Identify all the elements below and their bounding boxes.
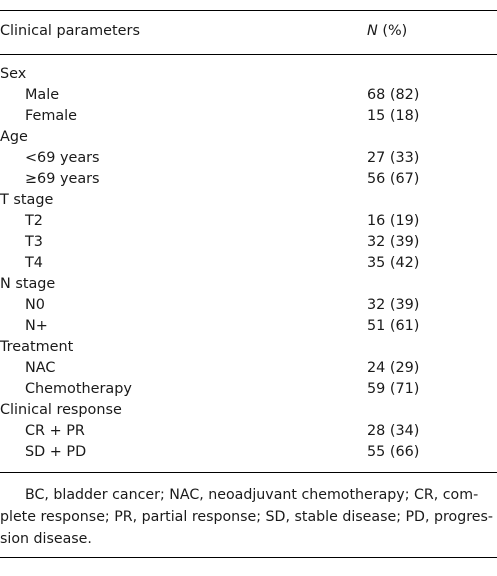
row-value: 28 (34): [367, 423, 420, 439]
group-label: Sex: [0, 66, 27, 82]
table-row: N0 32 (39): [0, 295, 497, 315]
group-row-n-stage: N stage: [0, 274, 497, 294]
group-label: Age: [0, 129, 28, 145]
table-row: T3 32 (39): [0, 232, 497, 252]
row-value: 51 (61): [367, 318, 420, 334]
row-label: ≥69 years: [25, 171, 100, 187]
table-header-row: Clinical parameters N (%): [0, 23, 497, 43]
table-row: SD + PD 55 (66): [0, 442, 497, 462]
table-row: T4 35 (42): [0, 253, 497, 273]
group-label: Clinical response: [0, 402, 122, 418]
header-clinical-parameters: Clinical parameters: [0, 23, 140, 39]
table-row: CR + PR 28 (34): [0, 421, 497, 441]
footnote-line: plete response; PR, partial response; SD…: [0, 509, 493, 525]
group-label: N stage: [0, 276, 56, 292]
footnote-line: BC, bladder cancer; NAC, neoadjuvant che…: [25, 487, 479, 503]
row-label: NAC: [25, 360, 56, 376]
group-row-clinical-response: Clinical response: [0, 400, 497, 420]
row-label: Chemotherapy: [25, 381, 132, 397]
table-row: Chemotherapy 59 (71): [0, 379, 497, 399]
row-value: 35 (42): [367, 255, 420, 271]
row-value: 56 (67): [367, 171, 420, 187]
footnote-line: sion disease.: [0, 531, 92, 547]
row-value: 15 (18): [367, 108, 420, 124]
row-value: 16 (19): [367, 213, 420, 229]
table-bottom-rule: [0, 472, 497, 473]
table-top-rule: [0, 10, 497, 11]
table-row: N+ 51 (61): [0, 316, 497, 336]
table-row: NAC 24 (29): [0, 358, 497, 378]
row-label: CR + PR: [25, 423, 85, 439]
row-label: Male: [25, 87, 60, 103]
row-label: SD + PD: [25, 444, 87, 460]
row-label: T2: [25, 213, 43, 229]
group-row-age: Age: [0, 127, 497, 147]
group-row-t-stage: T stage: [0, 190, 497, 210]
row-value: 24 (29): [367, 360, 420, 376]
group-label: T stage: [0, 192, 54, 208]
row-label: T4: [25, 255, 43, 271]
row-label: N+: [25, 318, 48, 334]
table-row: ≥69 years 56 (67): [0, 169, 497, 189]
row-value: 68 (82): [367, 87, 420, 103]
row-value: 55 (66): [367, 444, 420, 460]
table-row: T2 16 (19): [0, 211, 497, 231]
table-row: <69 years 27 (33): [0, 148, 497, 168]
group-row-sex: Sex: [0, 64, 497, 84]
table-row: Male 68 (82): [0, 85, 497, 105]
group-row-treatment: Treatment: [0, 337, 497, 357]
footnote-bottom-rule: [0, 557, 497, 558]
row-value: 32 (39): [367, 234, 420, 250]
group-label: Treatment: [0, 339, 74, 355]
table-footnote: BC, bladder cancer; NAC, neoadjuvant che…: [0, 484, 495, 550]
row-label: T3: [25, 234, 43, 250]
header-bottom-rule: [0, 54, 497, 55]
row-label: N0: [25, 297, 45, 313]
row-label: <69 years: [25, 150, 100, 166]
row-value: 59 (71): [367, 381, 420, 397]
row-label: Female: [25, 108, 78, 124]
header-n-percent: N (%): [367, 23, 408, 39]
row-value: 32 (39): [367, 297, 420, 313]
table-row: Female 15 (18): [0, 106, 497, 126]
row-value: 27 (33): [367, 150, 420, 166]
